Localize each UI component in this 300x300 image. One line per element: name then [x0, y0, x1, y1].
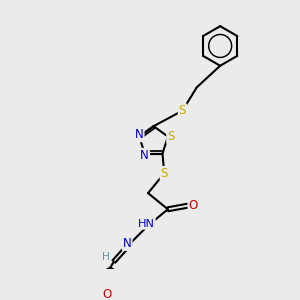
- Text: N: N: [135, 128, 144, 141]
- Text: H: H: [102, 252, 110, 262]
- Text: O: O: [103, 287, 112, 300]
- Text: HN: HN: [138, 219, 155, 229]
- Text: S: S: [160, 167, 168, 180]
- Text: O: O: [188, 199, 198, 212]
- Text: N: N: [140, 149, 149, 162]
- Text: S: S: [167, 130, 175, 143]
- Text: S: S: [179, 104, 186, 117]
- Text: N: N: [123, 237, 132, 250]
